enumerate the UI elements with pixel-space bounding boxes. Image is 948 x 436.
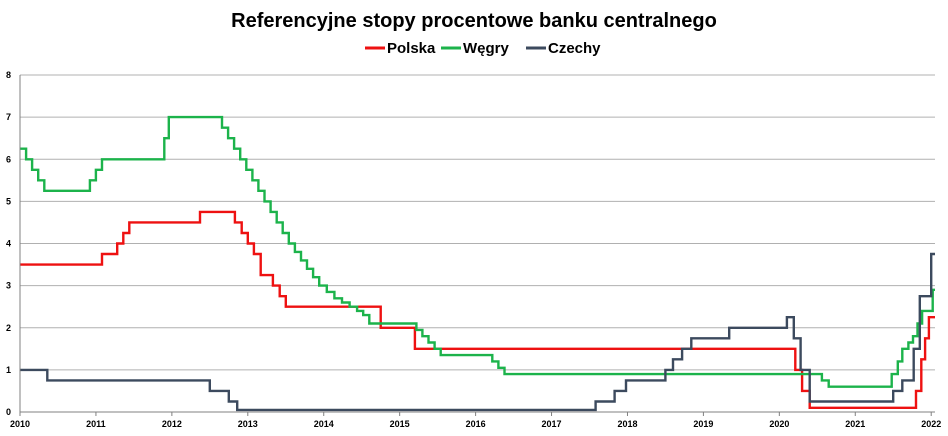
x-tick-label: 2013 [238, 419, 258, 429]
x-tick-label: 2010 [10, 419, 30, 429]
x-tick-label: 2011 [86, 419, 106, 429]
x-tick-label: 2022 [921, 419, 941, 429]
series-line-wgry [20, 115, 935, 388]
y-tick-label: 8 [6, 70, 11, 80]
x-tick-label: 2015 [390, 419, 410, 429]
axes [19, 75, 935, 416]
gridlines [20, 74, 935, 371]
x-tick-label: 2014 [314, 419, 334, 429]
y-tick-label: 4 [6, 239, 11, 249]
x-tick-label: 2021 [845, 419, 865, 429]
y-tick-label: 2 [6, 323, 11, 333]
y-tick-label: 3 [6, 281, 11, 291]
x-tick-label: 2020 [769, 419, 789, 429]
legend-label: Polska [387, 40, 436, 57]
x-tick-label: 2018 [617, 419, 637, 429]
y-tick-labels: 0 1 2 3 4 5 6 7 8 [6, 70, 11, 417]
x-tick-label: 2019 [693, 419, 713, 429]
x-tick-label: 2017 [542, 419, 562, 429]
y-tick-label: 6 [6, 154, 11, 164]
series-layer [20, 115, 935, 412]
y-tick-label: 7 [6, 112, 11, 122]
series-line-czechy [20, 252, 935, 412]
y-tick-label: 1 [6, 365, 11, 375]
y-tick-label: 5 [6, 196, 11, 206]
y-tick-label: 0 [6, 407, 11, 417]
x-tick-label: 2012 [162, 419, 182, 429]
legend-label: Węgry [463, 40, 510, 57]
chart-title: Referencyjne stopy procentowe banku cent… [231, 10, 717, 32]
x-tick-label: 2016 [466, 419, 486, 429]
x-tick-labels: 2010 2011 2012 2013 2014 2015 2016 2017 2018 2019… [10, 419, 941, 429]
legend-label: Czechy [548, 40, 601, 57]
series-line-polska [20, 210, 935, 409]
legend: Polska Węgry Czechy [365, 40, 601, 57]
